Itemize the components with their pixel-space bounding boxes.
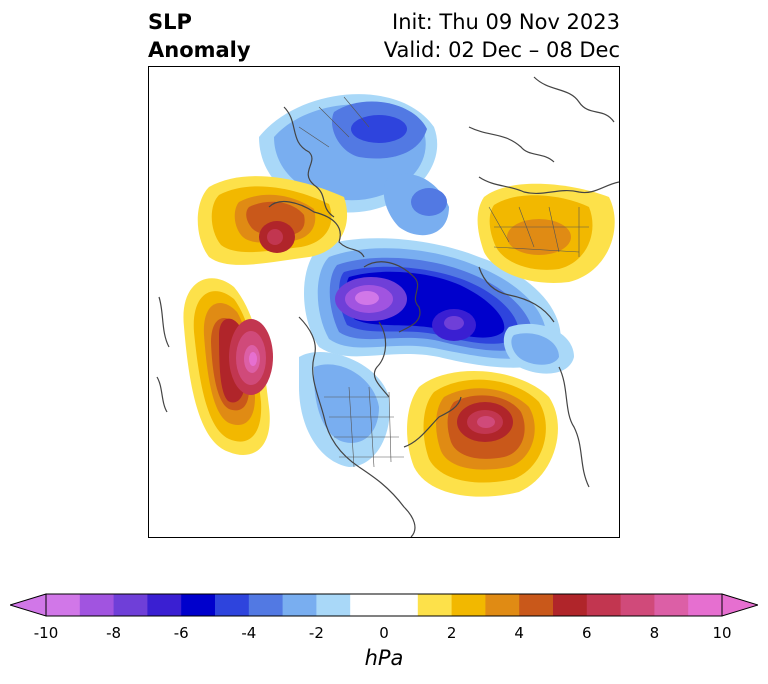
colorbar-extend-min xyxy=(10,593,47,617)
colorbar-bin-7 xyxy=(282,594,317,616)
colorbar-bin-9 xyxy=(350,594,419,616)
colorbar-bin-4 xyxy=(181,594,216,616)
colorbar-tick-label: 4 xyxy=(514,624,524,642)
map-canvas xyxy=(156,76,619,537)
colorbar-bin-15 xyxy=(586,594,622,616)
colorbar-bin-11 xyxy=(451,594,486,616)
colorbar-tick-label: 0 xyxy=(379,624,389,642)
chart-title: SLP Anomaly xyxy=(148,8,251,64)
colorbar-tick-label: -8 xyxy=(106,624,122,642)
colorbar-tick-label: -6 xyxy=(173,624,189,642)
low-anomaly-north-america xyxy=(299,323,574,467)
colorbar-bin-2 xyxy=(113,594,148,616)
colorbar-bin-17 xyxy=(654,594,689,616)
high-anomaly-western-russia xyxy=(477,183,615,283)
colorbar-bin-10 xyxy=(417,594,453,616)
title-line-1: SLP xyxy=(148,10,192,34)
high-anomaly-north-atlantic xyxy=(407,370,558,497)
colorbar-bin-3 xyxy=(147,594,182,616)
colorbar-bin-1 xyxy=(79,594,115,616)
colorbar-tick-label: 6 xyxy=(582,624,592,642)
colorbar-bin-14 xyxy=(553,594,588,616)
colorbar-bin-0 xyxy=(46,594,81,616)
colorbar-tick-label: -2 xyxy=(308,624,324,642)
colorbar-tick-label: 8 xyxy=(649,624,660,642)
title-line-2: Anomaly xyxy=(148,38,251,62)
colorbar-extend-max xyxy=(721,593,758,617)
coastlines xyxy=(156,76,619,537)
low-anomaly-arctic xyxy=(304,238,561,368)
colorbar-bin-16 xyxy=(620,594,655,616)
colorbar-bin-6 xyxy=(248,594,284,616)
low-anomaly-europe xyxy=(259,94,449,236)
colorbar-bin-12 xyxy=(485,594,520,616)
colorbar-tick-label: 10 xyxy=(712,624,732,642)
colorbar-bin-8 xyxy=(316,594,351,616)
anomaly-map xyxy=(148,66,620,538)
colorbar-bin-18 xyxy=(688,594,723,616)
valid-range: Valid: 02 Dec – 08 Dec xyxy=(383,38,620,62)
colorbar-tick-label: -10 xyxy=(33,624,59,642)
high-anomaly-northeast-pacific xyxy=(183,176,348,455)
forecast-dates: Init: Thu 09 Nov 2023 Valid: 02 Dec – 08… xyxy=(384,8,620,64)
country-borders xyxy=(298,96,589,468)
colorbar-frame xyxy=(45,593,723,617)
colorbar-units: hPa xyxy=(364,646,404,670)
init-date: Init: Thu 09 Nov 2023 xyxy=(392,10,620,34)
colorbar-tick-label: 2 xyxy=(446,624,457,642)
colorbar-ticks: -10 -8 -6 -4 -2 0 2 4 6 8 10 xyxy=(0,624,768,644)
colorbar-bin-5 xyxy=(215,594,250,616)
colorbar xyxy=(10,593,758,617)
colorbar-tick-label: -4 xyxy=(241,624,257,642)
colorbar-bin-13 xyxy=(519,594,554,616)
